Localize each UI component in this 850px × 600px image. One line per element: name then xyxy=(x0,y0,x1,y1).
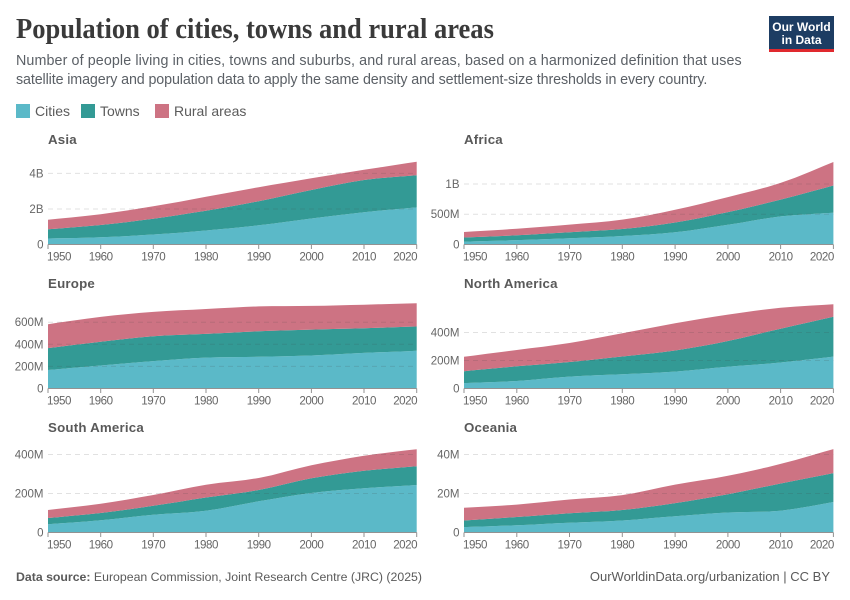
svg-text:1B: 1B xyxy=(445,179,459,191)
svg-text:Europe: Europe xyxy=(48,276,95,291)
svg-text:1990: 1990 xyxy=(663,251,687,264)
svg-text:2020: 2020 xyxy=(393,251,417,264)
svg-text:200M: 200M xyxy=(431,356,460,368)
svg-text:2010: 2010 xyxy=(352,539,376,552)
svg-text:1960: 1960 xyxy=(89,395,113,408)
svg-text:2010: 2010 xyxy=(769,251,793,264)
svg-text:2010: 2010 xyxy=(352,395,376,408)
svg-text:1990: 1990 xyxy=(247,395,271,408)
svg-text:2000: 2000 xyxy=(716,395,740,408)
svg-text:1980: 1980 xyxy=(610,395,634,408)
svg-text:2020: 2020 xyxy=(810,539,834,552)
svg-text:1970: 1970 xyxy=(141,395,165,408)
svg-text:0: 0 xyxy=(453,240,459,252)
svg-text:2020: 2020 xyxy=(810,395,834,408)
svg-text:0: 0 xyxy=(37,528,43,540)
svg-text:2020: 2020 xyxy=(393,395,417,408)
svg-text:20M: 20M xyxy=(437,489,459,501)
svg-text:1980: 1980 xyxy=(194,395,218,408)
svg-text:1950: 1950 xyxy=(463,251,487,264)
svg-text:400M: 400M xyxy=(15,450,44,462)
svg-text:2000: 2000 xyxy=(716,539,740,552)
svg-text:40M: 40M xyxy=(437,450,459,462)
svg-text:Oceania: Oceania xyxy=(464,420,518,435)
svg-text:Asia: Asia xyxy=(48,132,77,147)
svg-text:1960: 1960 xyxy=(505,539,529,552)
svg-text:2000: 2000 xyxy=(299,395,323,408)
svg-text:0: 0 xyxy=(37,384,43,396)
svg-text:2000: 2000 xyxy=(299,539,323,552)
svg-text:1980: 1980 xyxy=(610,539,634,552)
svg-text:2010: 2010 xyxy=(769,539,793,552)
svg-text:2000: 2000 xyxy=(299,251,323,264)
svg-text:1990: 1990 xyxy=(663,395,687,408)
svg-text:2010: 2010 xyxy=(769,395,793,408)
svg-text:1960: 1960 xyxy=(89,251,113,264)
svg-text:2B: 2B xyxy=(29,204,43,216)
svg-text:200M: 200M xyxy=(15,489,44,501)
svg-text:1980: 1980 xyxy=(194,251,218,264)
svg-text:0: 0 xyxy=(453,384,459,396)
svg-text:1960: 1960 xyxy=(89,539,113,552)
svg-text:1950: 1950 xyxy=(463,539,487,552)
svg-text:400M: 400M xyxy=(431,328,460,340)
svg-text:1970: 1970 xyxy=(558,539,582,552)
svg-text:200M: 200M xyxy=(15,361,44,373)
svg-text:1970: 1970 xyxy=(141,251,165,264)
svg-text:1990: 1990 xyxy=(663,539,687,552)
svg-text:North America: North America xyxy=(464,276,558,291)
svg-text:Africa: Africa xyxy=(464,132,503,147)
svg-text:1950: 1950 xyxy=(47,395,71,408)
svg-text:500M: 500M xyxy=(431,209,460,221)
svg-text:2020: 2020 xyxy=(393,539,417,552)
svg-text:1950: 1950 xyxy=(463,395,487,408)
svg-text:1990: 1990 xyxy=(247,539,271,552)
svg-text:1970: 1970 xyxy=(558,395,582,408)
svg-text:1970: 1970 xyxy=(141,539,165,552)
svg-text:1970: 1970 xyxy=(558,251,582,264)
svg-text:0: 0 xyxy=(453,528,459,540)
svg-text:2010: 2010 xyxy=(352,251,376,264)
svg-text:1950: 1950 xyxy=(47,539,71,552)
svg-text:600M: 600M xyxy=(15,317,44,329)
svg-text:1980: 1980 xyxy=(610,251,634,264)
svg-text:0: 0 xyxy=(37,240,43,252)
svg-text:400M: 400M xyxy=(15,339,44,351)
svg-text:South America: South America xyxy=(48,420,144,435)
svg-text:2000: 2000 xyxy=(716,251,740,264)
svg-text:1980: 1980 xyxy=(194,539,218,552)
svg-text:1960: 1960 xyxy=(505,251,529,264)
svg-text:1960: 1960 xyxy=(505,395,529,408)
svg-text:2020: 2020 xyxy=(810,251,834,264)
svg-text:1950: 1950 xyxy=(47,251,71,264)
svg-text:1990: 1990 xyxy=(247,251,271,264)
svg-text:4B: 4B xyxy=(29,168,43,180)
